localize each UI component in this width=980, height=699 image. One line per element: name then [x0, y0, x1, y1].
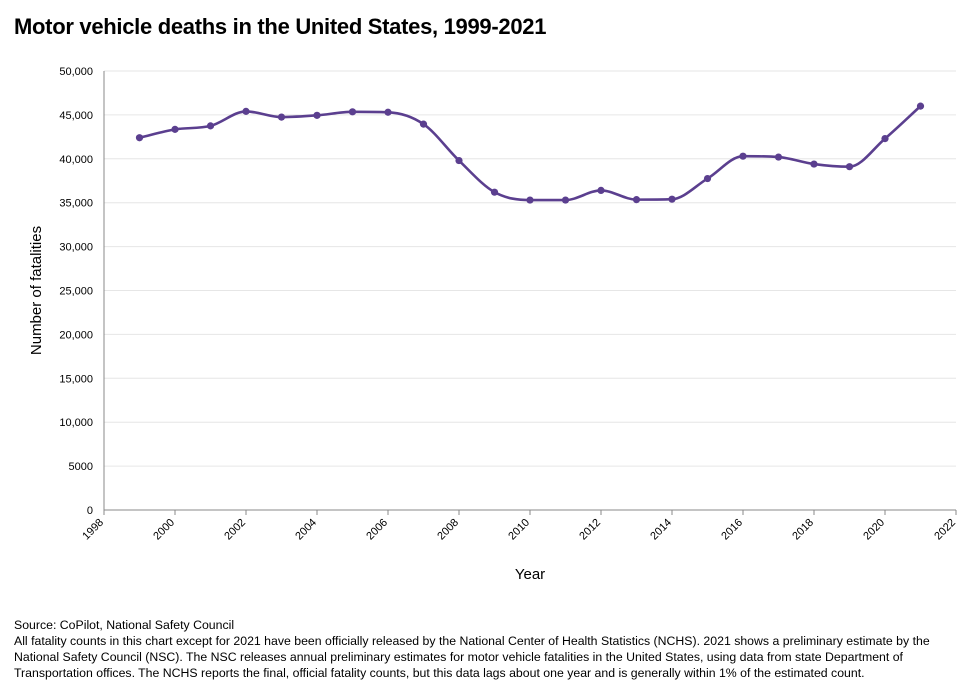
x-tick-label: 2004	[293, 517, 319, 543]
y-tick-label: 0	[87, 505, 93, 517]
y-tick-label: 5000	[69, 461, 93, 473]
y-tick-label: 20,000	[59, 329, 93, 341]
x-tick-label: 2002	[222, 517, 248, 543]
data-point	[277, 113, 286, 121]
data-point	[490, 188, 499, 196]
data-point	[632, 196, 641, 204]
data-point	[419, 120, 428, 128]
data-point	[561, 196, 570, 204]
data-point	[526, 196, 534, 204]
source-note: Source: CoPilot, National Safety Council	[14, 618, 235, 632]
x-tick-label: 2020	[861, 517, 887, 543]
data-point	[845, 163, 854, 171]
data-point	[455, 156, 463, 165]
x-tick-label: 1998	[80, 517, 106, 543]
footer: Source: CoPilot, National Safety Council…	[14, 617, 964, 681]
data-point	[881, 135, 889, 143]
y-tick-label: 25,000	[59, 286, 93, 298]
data-point	[135, 134, 144, 142]
data-point	[774, 153, 783, 161]
x-tick-label: 2000	[151, 517, 177, 543]
data-point	[242, 107, 250, 115]
y-tick-label: 45,000	[59, 110, 93, 122]
x-tick-label: 2008	[435, 517, 461, 543]
x-axis-title: Year	[515, 566, 545, 583]
x-tick-label: 2006	[364, 517, 390, 543]
data-point	[384, 108, 392, 116]
y-tick-label: 30,000	[59, 242, 93, 254]
y-tick-label: 15,000	[59, 373, 93, 385]
y-tick-label: 35,000	[59, 198, 93, 210]
y-tick-label: 50,000	[59, 66, 93, 78]
y-axis-title: Number of fatalities	[28, 226, 45, 355]
x-tick-labels: 1998 2000 2002 2004 2006 2008 2010 2012 2014 2016…	[80, 517, 958, 543]
x-tick-label: 2010	[506, 517, 532, 543]
data-point	[703, 174, 712, 183]
axes	[103, 71, 957, 515]
data-point	[916, 102, 925, 110]
y-tick-label: 40,000	[59, 154, 93, 166]
x-tick-label: 2014	[648, 517, 674, 543]
data-point	[313, 111, 321, 119]
data-point	[597, 186, 605, 195]
y-tick-labels: 0 5000 10,000 15,000 20,000 25,000 30,000 35,00…	[59, 66, 93, 517]
data-point	[739, 152, 747, 160]
data-point	[206, 122, 215, 130]
y-tick-label: 10,000	[59, 417, 93, 429]
methodology-note: All fatality counts in this chart except…	[14, 634, 930, 680]
series-line	[139, 105, 922, 202]
data-point	[171, 125, 179, 133]
chart-title: Motor vehicle deaths in the United State…	[14, 14, 547, 39]
x-tick-label: 2012	[577, 517, 603, 543]
data-point	[810, 160, 818, 168]
data-point	[348, 108, 357, 116]
data-points	[135, 102, 925, 204]
line-chart: 0 5000 10,000 15,000 20,000 25,000 30,000 35,00…	[28, 66, 958, 583]
x-tick-label: 2018	[790, 517, 816, 543]
data-point	[668, 195, 676, 203]
grid-lines	[104, 70, 956, 467]
x-tick-label: 2022	[932, 517, 958, 543]
x-tick-label: 2016	[719, 517, 745, 543]
